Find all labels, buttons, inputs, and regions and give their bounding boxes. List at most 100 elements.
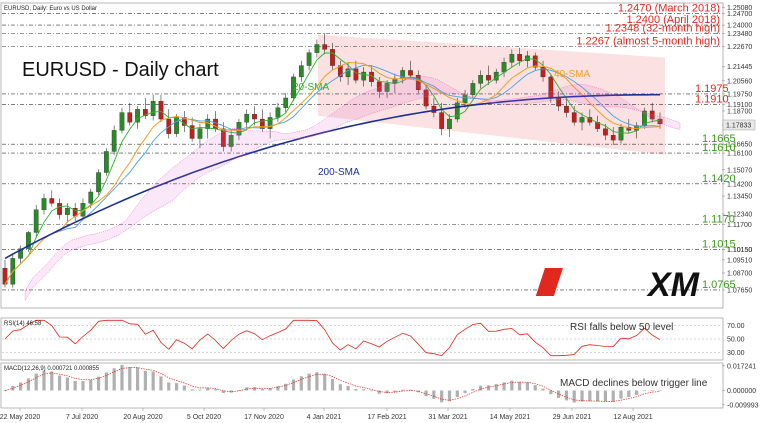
macd-bar bbox=[650, 390, 654, 391]
candle-body bbox=[197, 128, 203, 139]
macd-bar bbox=[190, 389, 194, 391]
y-tick-label: 1.21445 bbox=[727, 64, 752, 71]
macd-bar bbox=[440, 390, 444, 403]
macd-bar bbox=[479, 385, 483, 391]
macd-bar bbox=[596, 390, 600, 402]
macd-bar bbox=[510, 380, 514, 391]
macd-bar bbox=[635, 390, 639, 395]
candle-body bbox=[119, 112, 125, 131]
candle-body bbox=[470, 83, 476, 95]
y-tick-label: 1.09510 bbox=[727, 257, 752, 264]
macd-bar bbox=[627, 390, 631, 398]
macd-bar bbox=[89, 379, 93, 391]
macd-bar bbox=[611, 390, 615, 402]
y-tick-label: 1.23480 bbox=[727, 31, 752, 38]
macd-bar bbox=[120, 364, 124, 391]
macd-bar bbox=[369, 390, 374, 392]
macd-tick-label: -0.009993 bbox=[727, 402, 759, 409]
candle-body bbox=[306, 52, 312, 66]
chart-title: EURUSD - Daily chart bbox=[22, 59, 219, 81]
candle-body bbox=[509, 54, 515, 63]
macd-bar bbox=[299, 376, 303, 391]
macd-bar bbox=[221, 390, 225, 394]
x-tick-label: 29 Jun 2021 bbox=[553, 414, 592, 421]
rsi-title: RSI(14) 46.58 bbox=[4, 321, 42, 327]
rsi-tick-label: 70.00 bbox=[727, 323, 745, 330]
macd-bar bbox=[330, 378, 335, 391]
level-label: 1.0765 bbox=[702, 279, 736, 291]
candle-body bbox=[244, 114, 250, 123]
macd-bar bbox=[81, 381, 85, 391]
candle-body bbox=[314, 44, 320, 53]
candle-body bbox=[57, 203, 62, 215]
candle-body bbox=[564, 105, 569, 113]
macd-bar bbox=[198, 389, 202, 391]
y-tick-label: 1.19100 bbox=[727, 102, 752, 109]
y-tick-label: 1.13450 bbox=[727, 194, 752, 201]
macd-bar bbox=[385, 390, 389, 394]
candle-body bbox=[111, 130, 117, 152]
candle-body bbox=[104, 151, 109, 173]
macd-bar bbox=[416, 390, 420, 393]
x-tick-label: 31 Mar 2021 bbox=[428, 414, 467, 421]
candle-body bbox=[252, 114, 257, 120]
y-tick-label: 1.14200 bbox=[727, 181, 752, 188]
candle-body bbox=[41, 198, 47, 210]
y-tick-label: 1.12340 bbox=[727, 211, 752, 218]
y-tick-label: 1.24000 bbox=[727, 23, 752, 30]
candle-body bbox=[135, 109, 140, 123]
macd-bar bbox=[174, 383, 179, 391]
candle-body bbox=[486, 75, 491, 81]
macd-bar bbox=[393, 390, 397, 392]
candle-body bbox=[478, 75, 484, 84]
macd-bar bbox=[237, 390, 241, 391]
macd-tick-label: 0.017241 bbox=[727, 363, 756, 370]
level-label: 1.1910 bbox=[695, 93, 729, 105]
y-tick-label: 1.10150 bbox=[727, 247, 752, 254]
macd-bar bbox=[471, 388, 475, 391]
macd-bar bbox=[346, 385, 350, 391]
macd-bar bbox=[268, 388, 272, 391]
candle-body bbox=[454, 102, 460, 120]
candle-body bbox=[517, 54, 522, 61]
macd-bar bbox=[96, 376, 101, 391]
macd-bar bbox=[151, 371, 155, 391]
candle-body bbox=[330, 49, 335, 66]
candle-body bbox=[345, 68, 351, 78]
macd-bar bbox=[284, 383, 288, 391]
candle-body bbox=[384, 83, 390, 92]
macd-bar bbox=[57, 375, 62, 391]
macd-bar bbox=[549, 390, 553, 395]
macd-bar bbox=[580, 390, 584, 402]
macd-bar bbox=[424, 390, 428, 397]
candle-body bbox=[127, 112, 133, 123]
x-tick-label: 7 Jul 2020 bbox=[66, 414, 98, 421]
level-label: 1.2348 (32-month high) bbox=[606, 22, 720, 34]
candle-body bbox=[322, 44, 328, 50]
y-tick-label: 1.08700 bbox=[727, 270, 752, 277]
level-label: 1.1015 bbox=[702, 238, 736, 250]
candle-body bbox=[2, 267, 8, 285]
macd-bar bbox=[323, 373, 327, 391]
macd-bar bbox=[315, 372, 319, 391]
xm-logo: XM bbox=[535, 266, 700, 304]
level-label: 1.1170 bbox=[702, 213, 735, 225]
macd-bar bbox=[557, 390, 561, 399]
macd-bar bbox=[182, 385, 186, 391]
candle-body bbox=[618, 126, 624, 141]
candle-body bbox=[532, 55, 538, 68]
candle-body bbox=[610, 135, 616, 141]
y-tick-label: 1.16650 bbox=[727, 142, 752, 149]
candle-body bbox=[649, 110, 655, 120]
x-tick-label: 5 Oct 2020 bbox=[187, 414, 221, 421]
macd-bar bbox=[658, 390, 662, 392]
macd-tick-label: 0.000000 bbox=[727, 388, 756, 395]
candle-body bbox=[228, 135, 234, 147]
y-tick-label: 1.11700 bbox=[727, 222, 752, 229]
macd-bar bbox=[229, 390, 233, 393]
macd-bar bbox=[541, 388, 545, 391]
macd-bar bbox=[377, 390, 381, 394]
y-tick-label: 1.24700 bbox=[727, 11, 752, 18]
rsi-line bbox=[4, 319, 661, 357]
